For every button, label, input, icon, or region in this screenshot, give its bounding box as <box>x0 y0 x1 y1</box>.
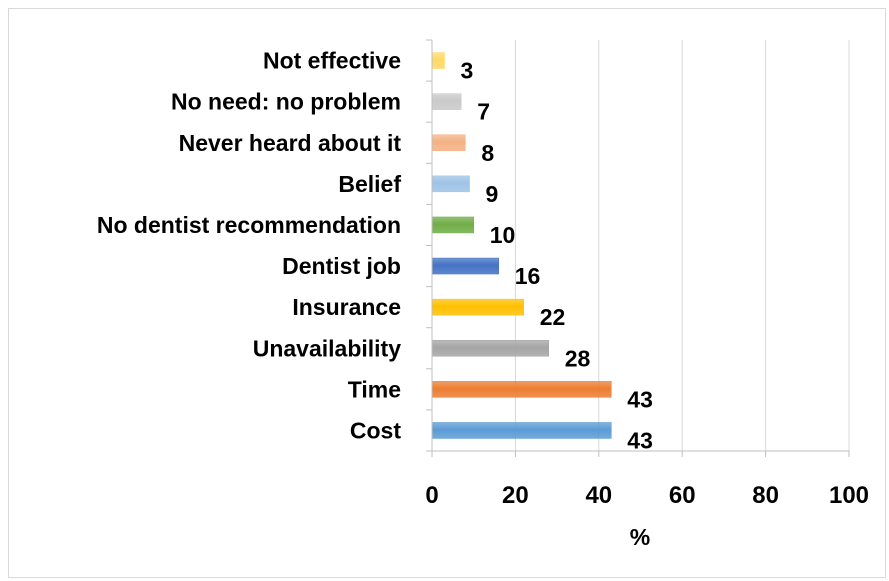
category-label-unavailability: Unavailability <box>253 335 401 361</box>
value-label-never-heard-about-it: 8 <box>481 140 494 166</box>
bar-cost <box>431 422 612 439</box>
bar-dentist-job <box>431 257 499 275</box>
labels: 0 20 40 60 80 100 Cost 43 Time 43 Unavailability 2… <box>97 48 869 509</box>
category-label-insurance: Insurance <box>292 294 401 320</box>
x-tick-label: 100 <box>829 482 869 509</box>
value-label-unavailability: 28 <box>565 345 591 371</box>
value-label-time: 43 <box>627 386 653 412</box>
category-label-not-effective: Not effective <box>263 48 401 74</box>
category-label-no-need-no-problem: No need: no problem <box>171 89 401 115</box>
x-tick-label: 0 <box>425 482 438 509</box>
value-label-dentist-job: 16 <box>515 263 541 289</box>
x-tick-label: 40 <box>585 482 612 509</box>
x-tick-label: 20 <box>502 482 529 509</box>
bars <box>431 52 612 439</box>
value-label-not-effective: 3 <box>461 58 474 84</box>
category-label-belief: Belief <box>338 171 401 197</box>
x-axis-title: % <box>630 524 650 550</box>
bar-belief <box>431 175 470 193</box>
value-label-belief: 9 <box>486 181 499 207</box>
bar-insurance <box>431 298 524 316</box>
category-label-time: Time <box>348 376 401 402</box>
value-label-no-dentist-recommendation: 10 <box>490 222 516 248</box>
category-label-no-dentist-recommendation: No dentist recommendation <box>97 212 401 238</box>
value-label-cost: 43 <box>627 427 653 453</box>
x-tick-label: 80 <box>752 482 779 509</box>
category-label-cost: Cost <box>350 417 401 443</box>
axes <box>426 39 850 457</box>
value-label-no-need-no-problem: 7 <box>477 99 490 125</box>
category-label-never-heard-about-it: Never heard about it <box>179 130 402 156</box>
bar-unavailability <box>431 340 550 357</box>
bar-never-heard-about-it <box>431 134 466 151</box>
x-tick-label: 60 <box>669 482 696 509</box>
bar-not-effective <box>431 52 445 69</box>
value-label-insurance: 22 <box>540 304 566 330</box>
bar-no-dentist-recommendation <box>431 216 474 234</box>
bar-no-need-no-problem <box>431 93 462 110</box>
category-label-dentist-job: Dentist job <box>282 253 401 279</box>
bar-time <box>431 381 612 398</box>
